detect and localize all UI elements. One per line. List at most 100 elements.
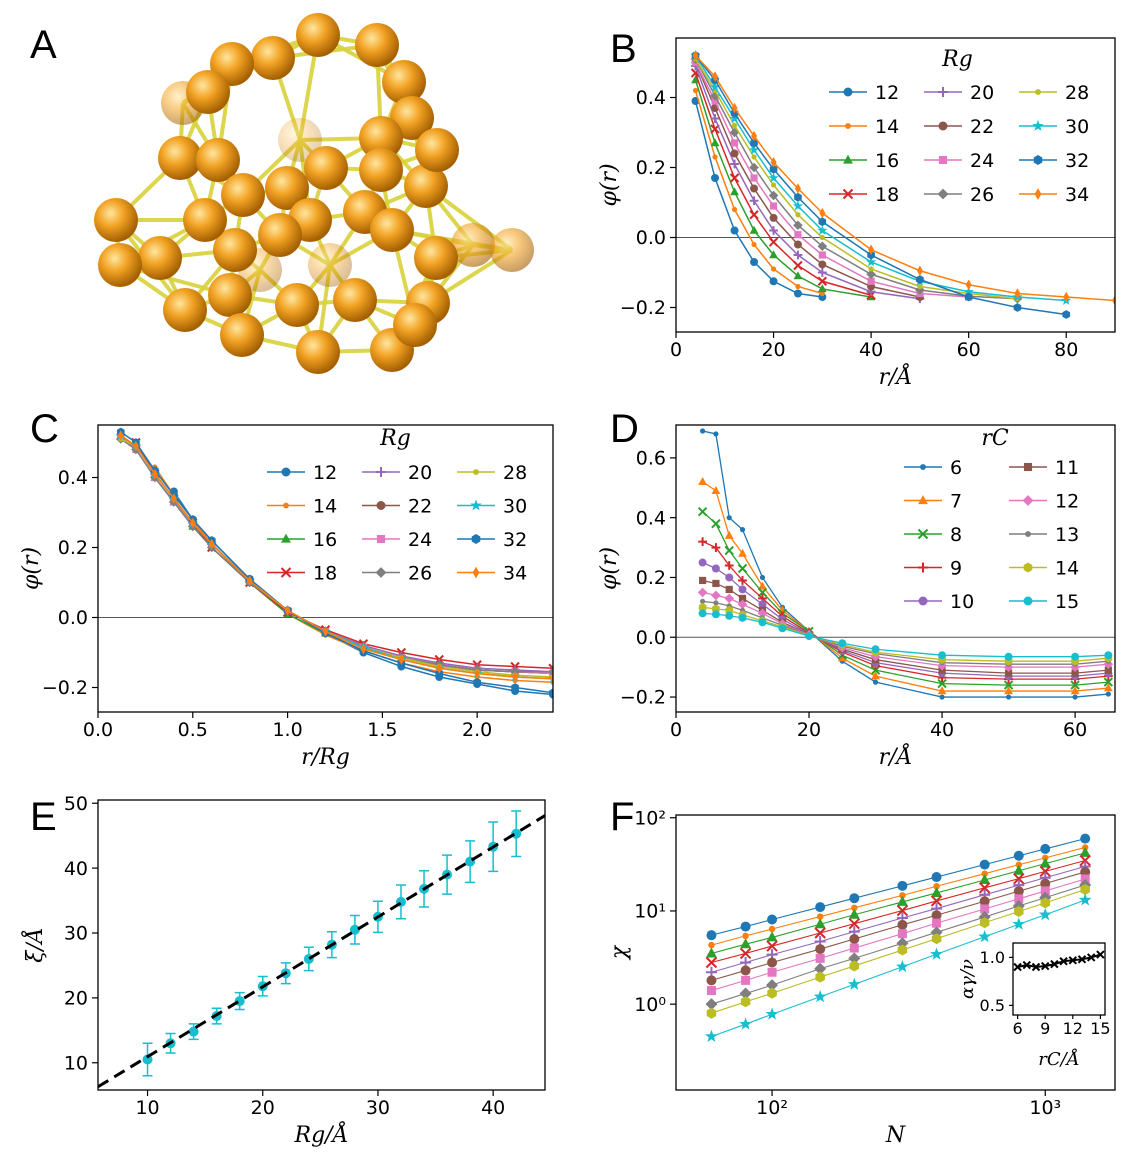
marker: [697, 506, 708, 517]
marker: [770, 182, 777, 188]
marker: [805, 632, 814, 641]
marker: [851, 904, 858, 912]
marker: [751, 154, 757, 160]
marker: [766, 931, 778, 942]
marker: [117, 430, 124, 441]
marker: [739, 1017, 753, 1030]
y-tick-label: 0.4: [636, 507, 666, 529]
atom: [414, 236, 458, 280]
atom: [370, 208, 414, 252]
x-axis-label: rC/Å: [1038, 1048, 1079, 1070]
marker: [709, 81, 721, 92]
marker: [980, 904, 990, 914]
y-tick-label: −0.2: [620, 297, 666, 319]
legend-marker: [918, 495, 928, 505]
marker: [1038, 908, 1052, 921]
atom: [265, 166, 309, 210]
marker: [1013, 962, 1022, 972]
marker: [848, 908, 860, 919]
marker: [849, 960, 860, 972]
atom: [186, 70, 230, 114]
marker: [792, 200, 804, 211]
legend-marker: [920, 464, 926, 470]
marker: [706, 1007, 717, 1019]
marker: [729, 113, 740, 123]
x-tick-label: 60: [1063, 719, 1087, 741]
marker: [705, 956, 718, 969]
marker: [1013, 303, 1022, 312]
y-tick-label: 0.6: [636, 448, 666, 470]
legend-label: 22: [970, 116, 994, 138]
atom: [258, 213, 302, 257]
marker: [1072, 694, 1078, 700]
marker: [768, 237, 779, 247]
marker: [738, 613, 747, 622]
panel-label: D: [610, 407, 639, 451]
marker: [731, 206, 738, 213]
legend-marker: [1033, 155, 1043, 165]
marker: [1077, 955, 1087, 964]
y-tick-label: 0.4: [636, 87, 666, 109]
marker: [767, 987, 777, 999]
marker: [868, 266, 874, 272]
marker: [692, 50, 699, 61]
marker: [1040, 897, 1051, 909]
marker: [705, 1029, 718, 1042]
marker: [749, 196, 759, 206]
y-tick-label: 30: [64, 923, 88, 945]
marker: [766, 979, 779, 992]
legend-marker: [1023, 596, 1033, 606]
marker: [870, 665, 881, 675]
marker: [871, 671, 880, 680]
marker: [750, 174, 758, 182]
marker: [712, 71, 719, 82]
marker: [964, 292, 973, 302]
marker: [284, 605, 291, 616]
legend-marker: [938, 87, 948, 97]
marker: [1039, 857, 1051, 868]
legend-label: 24: [970, 150, 994, 172]
marker: [795, 283, 801, 290]
marker: [931, 886, 943, 897]
plot-background: [676, 38, 1115, 332]
marker: [867, 250, 875, 260]
marker: [838, 639, 847, 648]
y-tick-label: 50: [64, 793, 88, 815]
marker: [848, 952, 861, 965]
marker: [896, 904, 909, 917]
y-tick-label: 0.0: [636, 627, 666, 649]
legend-label: 14: [875, 116, 899, 138]
marker: [698, 477, 708, 486]
marker: [740, 965, 751, 976]
marker: [1014, 894, 1024, 904]
legend-label: 14: [1055, 557, 1079, 579]
plot-frame: [675, 424, 1116, 713]
atom: [196, 138, 240, 182]
marker: [768, 190, 779, 201]
marker: [751, 130, 758, 142]
marker: [360, 643, 367, 655]
marker: [866, 269, 876, 280]
marker: [711, 485, 721, 494]
marker: [818, 251, 826, 259]
legend-title: Rg: [379, 426, 411, 451]
marker: [725, 585, 733, 594]
marker: [794, 192, 802, 202]
atom: [94, 198, 138, 242]
x-tick-label: 20: [251, 1097, 275, 1119]
marker: [938, 651, 947, 660]
marker: [981, 870, 988, 877]
marker: [1003, 680, 1014, 690]
y-tick-label: 10¹: [634, 901, 666, 923]
marker: [848, 917, 861, 930]
legend-label: 8: [950, 524, 962, 546]
atom: [275, 283, 319, 327]
marker: [549, 688, 553, 698]
legend-label: 30: [503, 495, 527, 517]
marker: [208, 538, 215, 550]
legend-label: 26: [970, 184, 994, 206]
atom: [382, 60, 426, 104]
marker: [710, 114, 720, 123]
marker: [1014, 288, 1021, 299]
